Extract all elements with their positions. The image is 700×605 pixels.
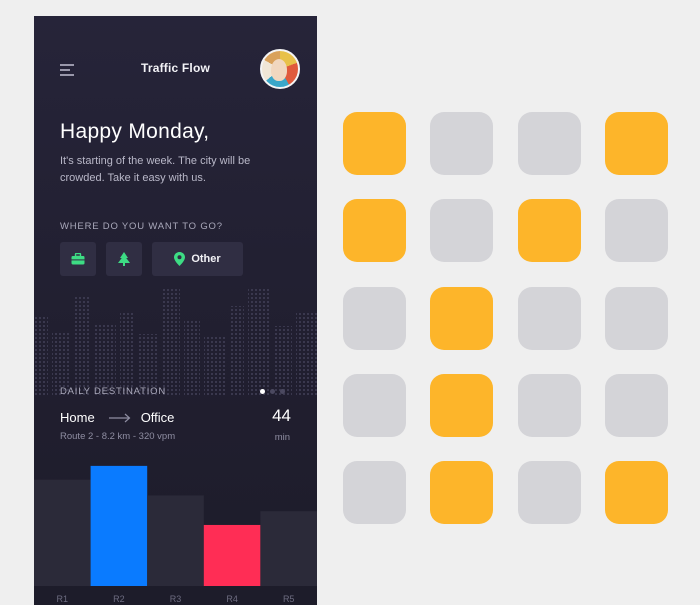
bar-r2[interactable] bbox=[90, 465, 148, 586]
other-destination-button[interactable]: Other bbox=[152, 242, 243, 276]
page-dot[interactable] bbox=[260, 389, 265, 394]
tree-icon bbox=[118, 252, 130, 266]
bar-r1[interactable] bbox=[34, 479, 91, 586]
daily-destination-label: DAILY DESTINATION bbox=[60, 386, 166, 397]
work-destination-button[interactable] bbox=[60, 242, 96, 276]
tile-active[interactable] bbox=[343, 199, 406, 263]
tile-inactive[interactable] bbox=[343, 461, 406, 525]
bar-r3[interactable] bbox=[147, 495, 204, 586]
bar-label-r4: R4 bbox=[226, 594, 238, 604]
tile-active[interactable] bbox=[430, 286, 494, 350]
route-detail: Route 2 - 8.2 km - 320 vpm bbox=[60, 431, 176, 442]
tile-active[interactable] bbox=[430, 373, 494, 437]
travel-minutes: 44 bbox=[272, 406, 291, 425]
tile-inactive[interactable] bbox=[604, 286, 668, 350]
tile-inactive[interactable] bbox=[517, 373, 581, 437]
tile-active[interactable] bbox=[604, 461, 668, 525]
avatar[interactable] bbox=[260, 49, 300, 89]
page-dot[interactable] bbox=[270, 389, 275, 394]
greeting-subtitle: It's starting of the week. The city will… bbox=[60, 155, 251, 184]
bar-label-r1: R1 bbox=[57, 594, 69, 604]
briefcase-icon bbox=[71, 253, 85, 265]
arrow-right-icon bbox=[108, 413, 131, 422]
city-skyline bbox=[34, 288, 317, 396]
location-pin-icon bbox=[174, 252, 186, 266]
tile-inactive[interactable] bbox=[517, 286, 581, 350]
tile-inactive[interactable] bbox=[430, 199, 494, 263]
bar-r4[interactable] bbox=[203, 524, 261, 586]
tile-inactive[interactable] bbox=[430, 112, 494, 175]
tile-active[interactable] bbox=[343, 112, 406, 175]
park-destination-button[interactable] bbox=[106, 242, 142, 276]
page-dot[interactable] bbox=[280, 389, 285, 394]
route-to: Office bbox=[140, 410, 175, 425]
tile-active[interactable] bbox=[604, 112, 668, 175]
tile-active[interactable] bbox=[430, 461, 494, 525]
bar-label-r5: R5 bbox=[283, 594, 295, 604]
menu-icon[interactable] bbox=[60, 64, 74, 76]
other-label: Other bbox=[191, 253, 221, 265]
route-from: Home bbox=[60, 410, 95, 425]
page-dots bbox=[260, 389, 285, 394]
tile-active[interactable] bbox=[517, 199, 581, 263]
tile-inactive[interactable] bbox=[604, 199, 668, 263]
route-line: Home Office bbox=[60, 410, 174, 425]
bar-r5[interactable] bbox=[260, 511, 317, 586]
route-bar-chart: R1 R2 R3 R4 R5 bbox=[34, 465, 317, 604]
tile-inactive[interactable] bbox=[343, 286, 406, 350]
phone-screen: Traffic Flow Happy Monday, It's starting… bbox=[34, 16, 317, 605]
tile-inactive[interactable] bbox=[604, 373, 668, 437]
bar-label-r2: R2 bbox=[113, 594, 125, 604]
greeting-title: Happy Monday, bbox=[60, 120, 210, 143]
bar-label-r3: R3 bbox=[170, 594, 182, 604]
destination-question: WHERE DO YOU WANT TO GO? bbox=[60, 221, 223, 232]
minutes-unit: min bbox=[274, 432, 290, 443]
tile-inactive[interactable] bbox=[517, 461, 581, 525]
tile-inactive[interactable] bbox=[343, 373, 406, 437]
app-title: Traffic Flow bbox=[140, 61, 211, 75]
tile-inactive[interactable] bbox=[517, 112, 581, 175]
